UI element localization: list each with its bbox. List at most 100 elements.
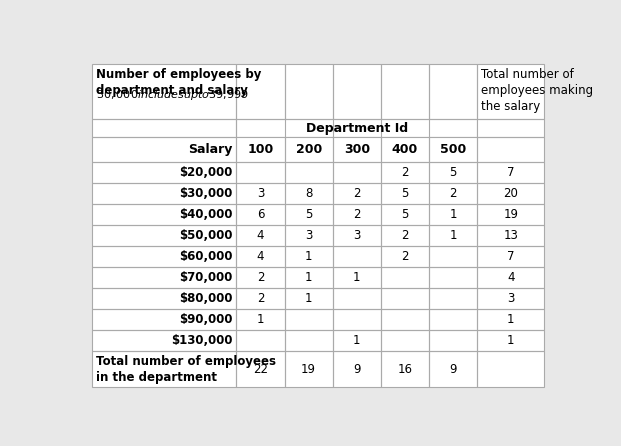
Bar	[237, 161, 284, 183]
Bar	[333, 288, 381, 309]
Bar	[477, 161, 545, 183]
Text: 2: 2	[449, 187, 457, 200]
Bar	[333, 183, 381, 204]
Bar	[477, 288, 545, 309]
Text: 4: 4	[256, 229, 265, 242]
Bar	[237, 137, 284, 161]
Text: 2: 2	[401, 229, 409, 242]
Bar	[477, 183, 545, 204]
Bar	[333, 204, 381, 225]
Text: 200: 200	[296, 143, 322, 156]
Bar	[333, 267, 381, 288]
Text: 5: 5	[305, 208, 312, 221]
Bar	[381, 137, 429, 161]
Bar	[381, 288, 429, 309]
Text: Department Id: Department Id	[306, 122, 408, 135]
Bar	[429, 246, 477, 267]
Bar	[92, 204, 237, 225]
Bar	[477, 225, 545, 246]
Text: 1: 1	[305, 292, 312, 305]
Bar	[92, 64, 237, 119]
Bar	[429, 330, 477, 351]
Bar	[381, 64, 429, 119]
Text: 1: 1	[305, 250, 312, 263]
Text: Total number of employees
in the department: Total number of employees in the departm…	[96, 355, 276, 384]
Bar	[381, 64, 429, 119]
Bar	[381, 161, 429, 183]
Bar	[429, 225, 477, 246]
Bar	[284, 183, 333, 204]
Bar	[92, 137, 237, 161]
Bar	[284, 183, 333, 204]
Bar	[477, 288, 545, 309]
Text: 1: 1	[507, 314, 515, 326]
Bar	[381, 288, 429, 309]
Text: 9: 9	[353, 363, 361, 376]
Bar	[381, 225, 429, 246]
Text: $70,000: $70,000	[179, 271, 233, 284]
Bar	[284, 267, 333, 288]
Bar	[381, 161, 429, 183]
Text: 2: 2	[401, 165, 409, 179]
Bar	[381, 137, 429, 161]
Bar	[381, 204, 429, 225]
Bar	[237, 225, 284, 246]
Bar	[333, 246, 381, 267]
Text: 1: 1	[305, 271, 312, 284]
Text: $50,000: $50,000	[179, 229, 233, 242]
Bar	[92, 330, 237, 351]
Text: $130,000: $130,000	[171, 334, 233, 347]
Bar	[237, 309, 284, 330]
Bar	[92, 351, 237, 387]
Bar	[284, 267, 333, 288]
Bar	[92, 246, 237, 267]
Bar	[92, 204, 237, 225]
Bar	[92, 64, 237, 119]
Bar	[237, 161, 284, 183]
Bar	[333, 137, 381, 161]
Bar	[284, 288, 333, 309]
Bar	[477, 246, 545, 267]
Text: 7: 7	[507, 165, 515, 179]
Bar	[477, 119, 545, 137]
Bar	[333, 64, 381, 119]
Bar	[284, 161, 333, 183]
Bar	[477, 225, 545, 246]
Bar	[284, 288, 333, 309]
Bar	[381, 204, 429, 225]
Bar	[237, 64, 284, 119]
Bar	[92, 137, 237, 161]
Text: 400: 400	[392, 143, 418, 156]
Bar	[284, 330, 333, 351]
Bar	[284, 137, 333, 161]
Text: $90,000: $90,000	[179, 314, 233, 326]
Bar	[477, 161, 545, 183]
Bar	[429, 267, 477, 288]
Bar	[284, 351, 333, 387]
Bar	[381, 309, 429, 330]
Bar	[284, 330, 333, 351]
Text: Total number of
employees making
the salary: Total number of employees making the sal…	[481, 68, 593, 113]
Text: Salary: Salary	[188, 143, 233, 156]
Bar	[92, 183, 237, 204]
Text: $30,000 includes up to $39,999: $30,000 includes up to $39,999	[96, 88, 248, 102]
Text: 1: 1	[353, 334, 361, 347]
Bar	[237, 204, 284, 225]
Bar	[429, 288, 477, 309]
Bar	[429, 161, 477, 183]
Text: 5: 5	[401, 208, 409, 221]
Bar	[237, 183, 284, 204]
Text: 2: 2	[353, 187, 361, 200]
Bar	[477, 351, 545, 387]
Bar	[237, 351, 284, 387]
Bar	[429, 288, 477, 309]
Bar	[477, 351, 545, 387]
Text: 2: 2	[256, 271, 265, 284]
Bar	[333, 204, 381, 225]
Bar	[237, 183, 284, 204]
Bar	[284, 246, 333, 267]
Bar	[477, 64, 545, 119]
Bar	[237, 267, 284, 288]
Bar	[284, 225, 333, 246]
Bar	[477, 137, 545, 161]
